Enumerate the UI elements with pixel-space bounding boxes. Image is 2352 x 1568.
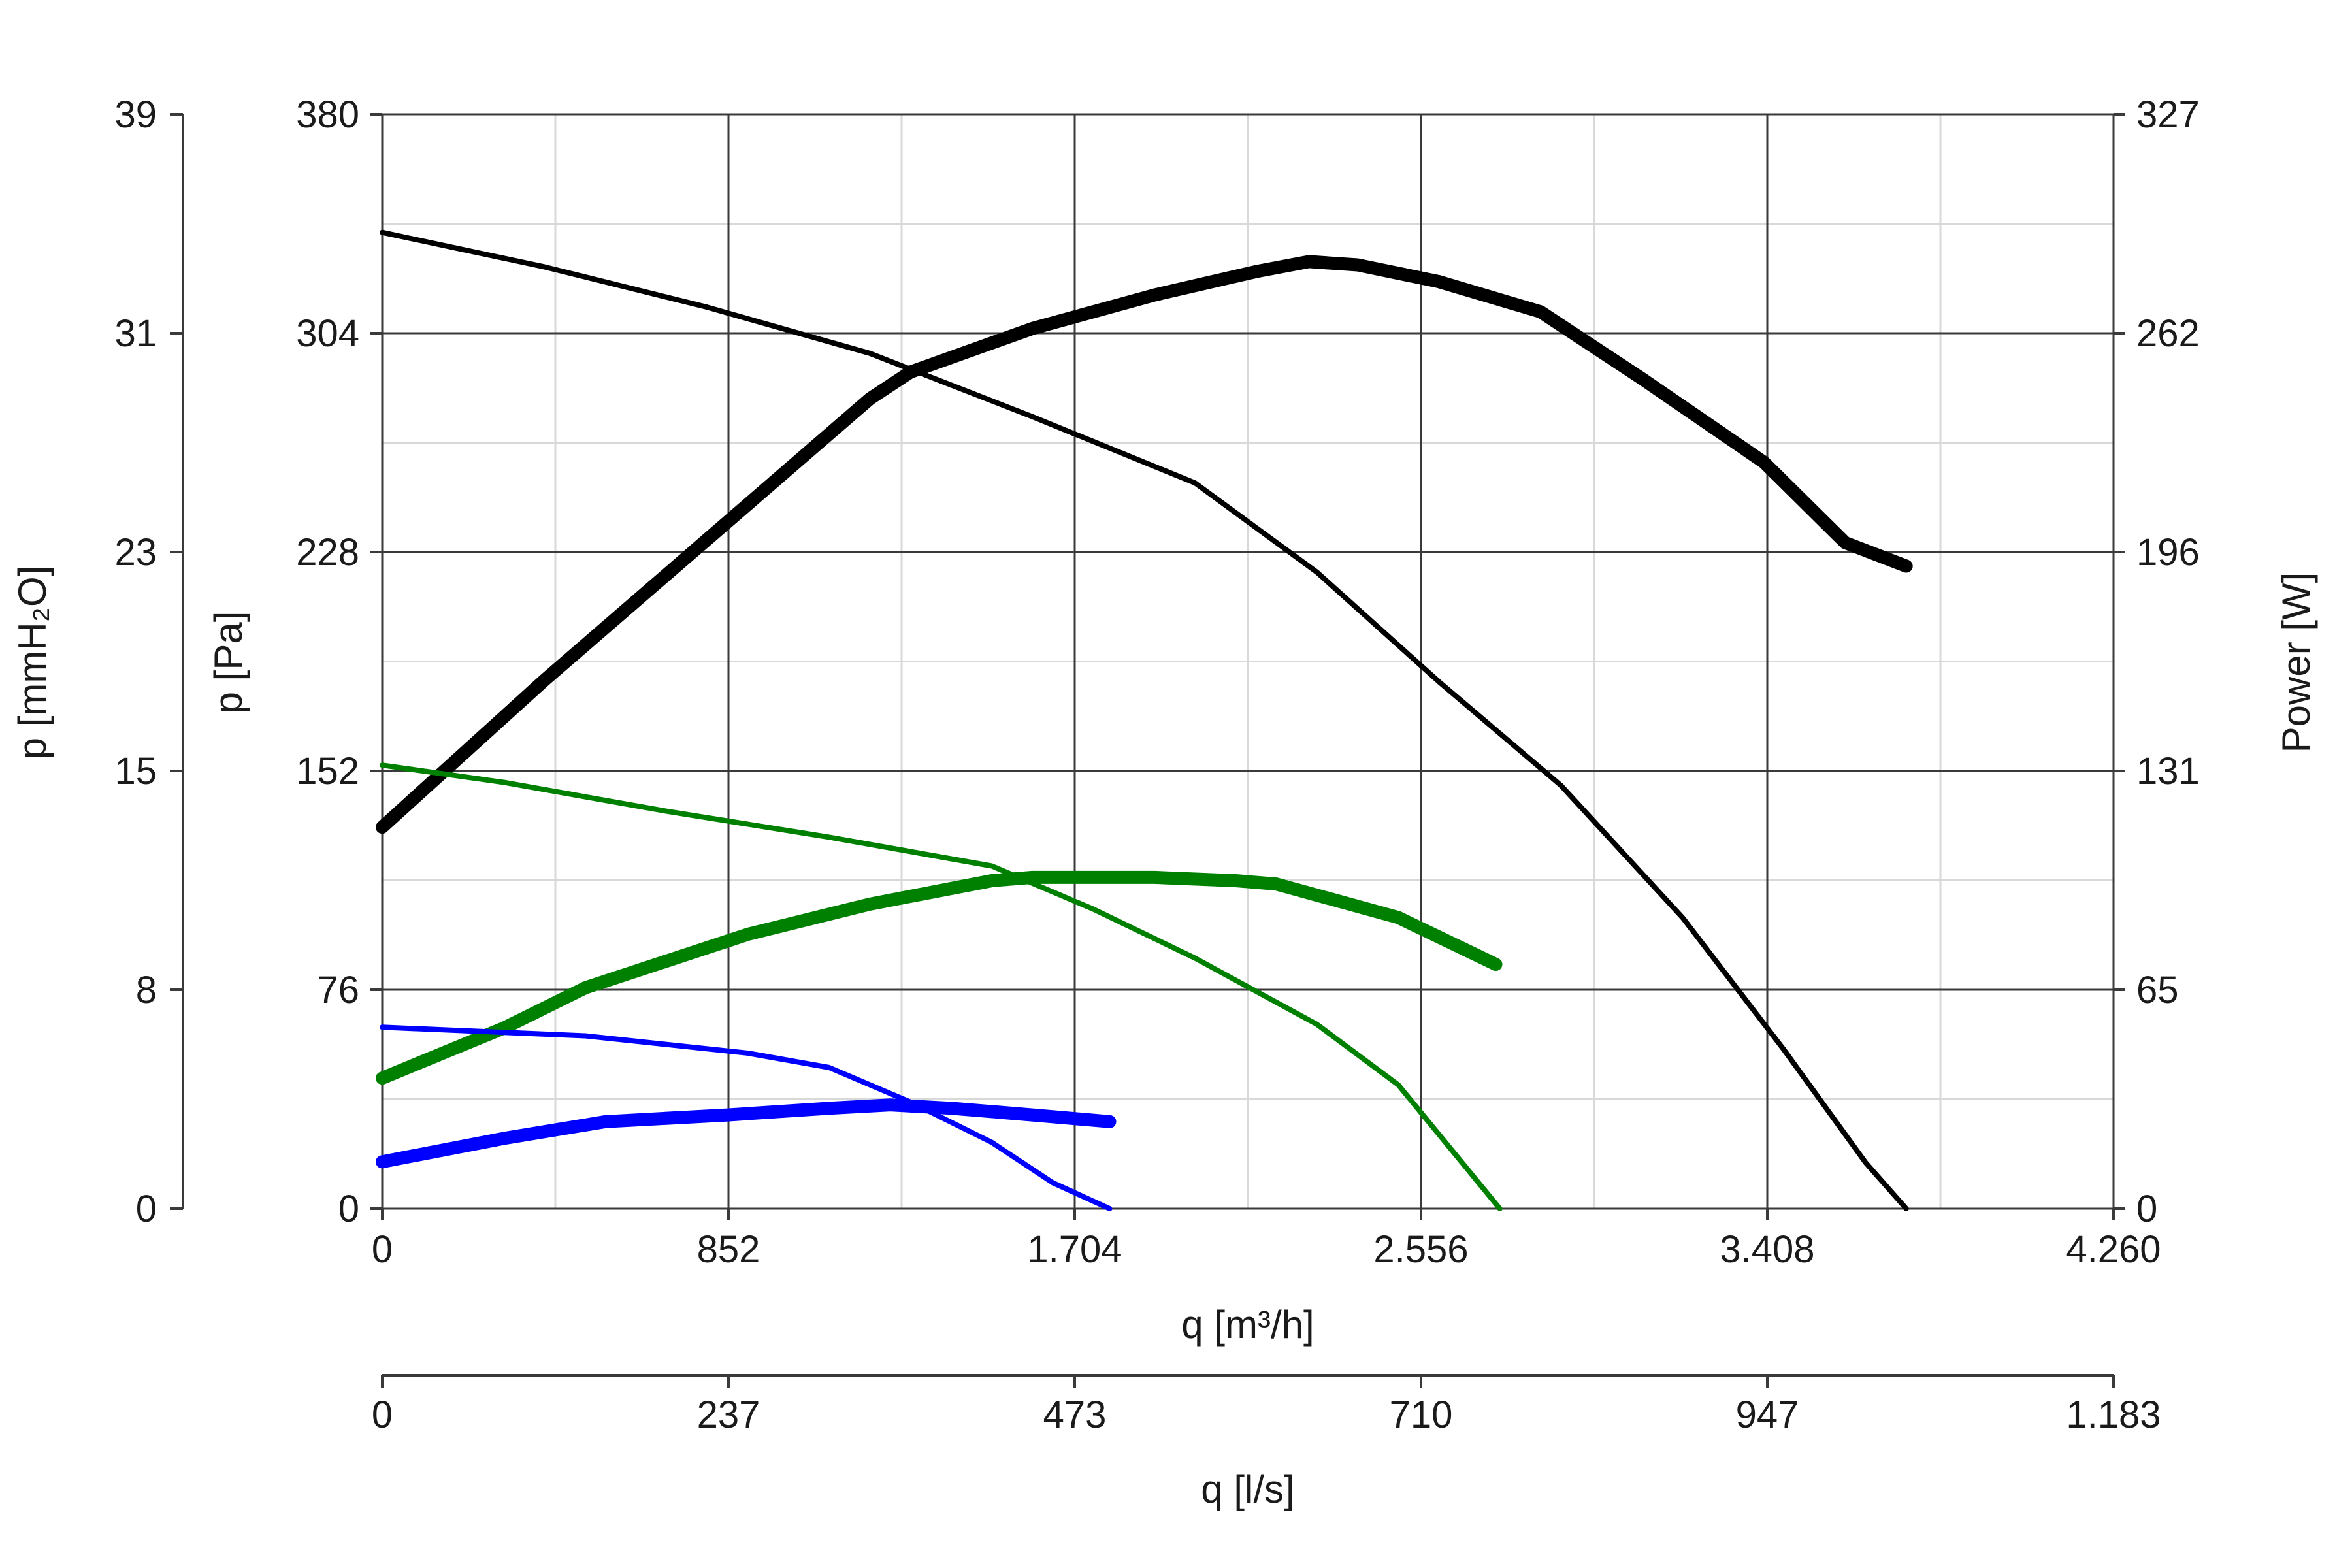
y-axis-right-tick-label: 0	[2136, 1188, 2157, 1230]
x-axis-tick-label: 3.408	[1720, 1228, 1814, 1271]
y-axis-right-tick-label: 65	[2136, 969, 2179, 1011]
pressure-curve-1	[380, 229, 1909, 1211]
x-axis-secondary-tick-label: 0	[372, 1394, 393, 1436]
x-axis-secondary-tick-label: 237	[697, 1394, 760, 1436]
y-axis-right-label: Power [W]	[2274, 572, 2318, 753]
y-axis-tick-label: 380	[296, 93, 359, 136]
y-axis-right-tick-label: 196	[2136, 531, 2200, 574]
y-axis-outer-tick-label: 8	[136, 969, 157, 1011]
y-axis-tick-label: 152	[296, 750, 359, 792]
y-axis-outer-tick-label: 15	[114, 750, 157, 792]
curves	[376, 229, 1913, 1211]
y-axis-tick-label: 228	[296, 531, 359, 574]
x-axis-tick-label: 1.704	[1027, 1228, 1122, 1271]
power-curve-2	[376, 255, 1913, 834]
pressure-curve-3	[380, 762, 1503, 1211]
x-axis-secondary-label: q [l/s]	[1201, 1467, 1294, 1511]
y-axis-right-tick-label: 327	[2136, 93, 2200, 136]
grid	[381, 113, 2115, 1210]
y-axis-right-tick-label: 131	[2136, 750, 2200, 792]
x-axis-secondary-tick-label: 473	[1043, 1394, 1107, 1436]
y-axis-outer-tick-label: 39	[114, 93, 157, 136]
y-axis-tick-label: 76	[317, 969, 359, 1011]
y-axis-label: p [Pa]	[206, 612, 250, 714]
y-axis-tick-label: 0	[338, 1188, 359, 1230]
x-axis-label: q [m³/h]	[1181, 1303, 1314, 1347]
pressure-curve-5	[380, 1024, 1113, 1211]
x-axis-tick-label: 852	[697, 1228, 760, 1271]
axes: 0 8 15 23 31 39 0 76 152 228 304 380 0 65 131 196 262 327…	[114, 93, 2199, 1436]
x-axis-tick-label: 0	[372, 1228, 393, 1271]
y-axis-outer-label: p [mmH₂O]	[10, 566, 54, 760]
x-axis-secondary-tick-label: 710	[1390, 1394, 1453, 1436]
y-axis-outer-tick-label: 0	[136, 1188, 157, 1230]
x-axis-tick-label: 4.260	[2066, 1228, 2161, 1271]
x-axis-secondary-tick-label: 947	[1736, 1394, 1799, 1436]
y-axis-outer-tick-label: 31	[114, 312, 157, 355]
x-axis-tick-label: 2.556	[1373, 1228, 1468, 1271]
power-curve-4	[376, 870, 1503, 1085]
power-curve-6	[376, 1098, 1117, 1169]
x-axis-secondary-tick-label: 1.183	[2066, 1394, 2161, 1436]
y-axis-tick-label: 304	[296, 312, 359, 355]
y-axis-right-tick-label: 262	[2136, 312, 2200, 355]
y-axis-outer-tick-label: 23	[114, 531, 157, 574]
